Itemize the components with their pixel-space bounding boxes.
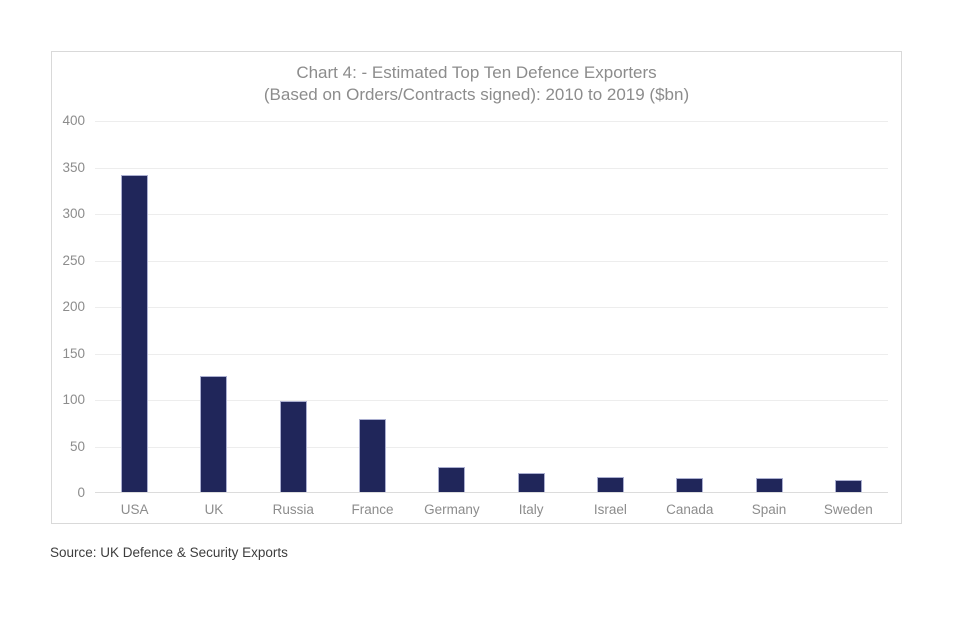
x-axis-line <box>95 492 888 493</box>
x-label-russia: Russia <box>272 502 314 517</box>
chart-title: Chart 4: - Estimated Top Ten Defence Exp… <box>52 62 901 106</box>
x-label-uk: UK <box>204 502 224 517</box>
x-label-usa: USA <box>120 502 149 517</box>
x-label-sweden: Sweden <box>823 502 873 517</box>
bar-slot-sweden <box>809 120 888 492</box>
bar-spain <box>755 478 783 492</box>
bar-slot-italy <box>491 120 570 492</box>
bar-italy <box>517 473 545 492</box>
y-tick-label-300: 300 <box>62 206 85 221</box>
gridline-200 <box>95 307 888 308</box>
x-label-italy: Italy <box>518 502 544 517</box>
y-tick-label-150: 150 <box>62 345 85 361</box>
bar-usa <box>121 174 149 492</box>
chart-title-line1: Chart 4: - Estimated Top Ten Defence Exp… <box>296 63 657 82</box>
bar-israel <box>596 477 624 492</box>
y-tick-label-200: 200 <box>62 299 85 314</box>
bar-slot-israel <box>571 120 650 492</box>
bar-france <box>359 419 387 492</box>
y-tick-label-400: 400 <box>62 113 85 128</box>
gridline-350 <box>95 167 888 169</box>
bar-germany <box>438 466 466 492</box>
gridline-250 <box>95 260 888 262</box>
bar-slot-spain <box>729 120 808 492</box>
bar-russia <box>279 400 307 492</box>
bar-slot-germany <box>412 120 491 492</box>
x-label-spain: Spain <box>751 502 787 517</box>
chart-title-line2: (Based on Orders/Contracts signed): 2010… <box>263 85 690 104</box>
gridline-100 <box>95 400 888 401</box>
x-label-canada: Canada <box>666 502 714 517</box>
bars-row <box>95 120 888 492</box>
source-note: Source: UK Defence & Security Exports <box>50 545 288 560</box>
bar-canada <box>676 478 704 492</box>
y-tick-label-100: 100 <box>62 392 85 407</box>
gridline-300 <box>95 214 888 215</box>
bar-slot-russia <box>254 120 333 492</box>
gridline-400 <box>95 121 888 122</box>
bar-sweden <box>834 479 862 492</box>
x-axis-labels: USA UK Russia France Germany Italy Israel Canad… <box>95 502 888 517</box>
bar-uk <box>200 375 228 492</box>
bar-slot-canada <box>650 120 729 492</box>
y-tick-label-350: 350 <box>62 159 85 175</box>
bar-slot-france <box>333 120 412 492</box>
x-label-germany: Germany <box>424 502 480 517</box>
bar-slot-usa <box>95 120 174 492</box>
y-tick-label-0: 0 <box>77 485 85 500</box>
x-label-france: France <box>351 502 394 517</box>
y-tick-label-250: 250 <box>62 252 85 268</box>
plot-area: 0 50 100 150 200 250 300 350 400 USA UK Russia Fran… <box>62 114 888 517</box>
chart-frame: Chart 4: - Estimated Top Ten Defence Exp… <box>51 51 902 524</box>
bar-slot-uk <box>174 120 253 492</box>
gridline-50 <box>95 446 888 448</box>
x-label-israel: Israel <box>593 502 627 517</box>
y-tick-label-50: 50 <box>69 438 85 454</box>
gridline-150 <box>95 353 888 355</box>
